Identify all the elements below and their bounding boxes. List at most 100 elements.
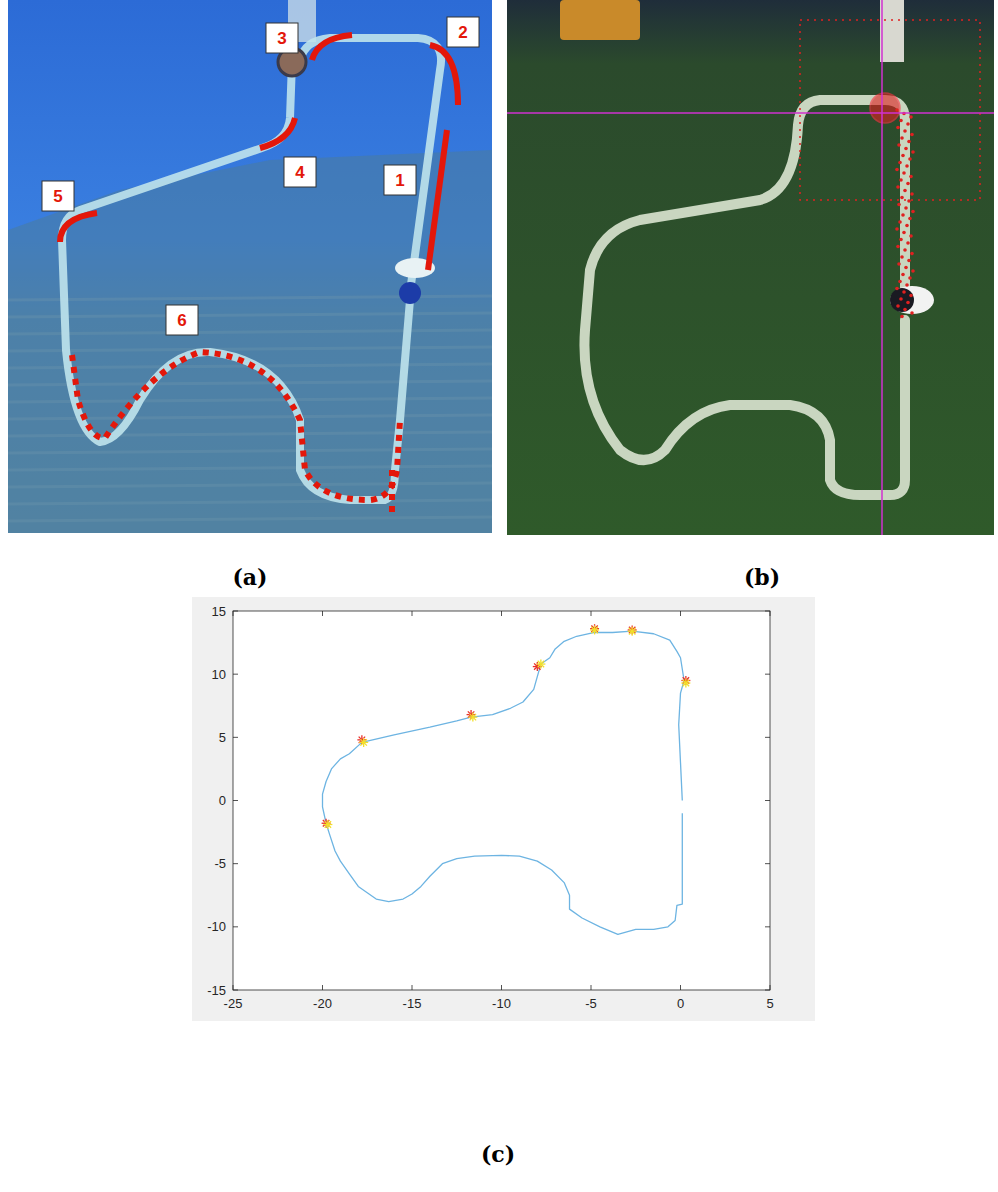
object [560, 0, 640, 40]
track-point [905, 224, 909, 228]
marker [399, 282, 421, 304]
x-tick-label: 0 [677, 996, 684, 1011]
waypoint-marker [323, 820, 332, 829]
label-box [266, 23, 298, 53]
track-point [907, 259, 911, 263]
crosshair [507, 112, 994, 114]
annotation-curve [260, 118, 295, 148]
y-tick [765, 926, 770, 927]
track-point [903, 129, 907, 133]
y-tick-label: 15 [212, 604, 226, 619]
track-point [911, 210, 915, 214]
y-tick [765, 800, 770, 801]
x-tick [412, 985, 413, 990]
search-window [800, 20, 980, 200]
marker [890, 288, 914, 312]
x-tick-label: -15 [403, 996, 422, 1011]
track-point [901, 273, 905, 277]
track-point [905, 283, 909, 287]
texture [8, 347, 492, 351]
track-point [910, 133, 914, 137]
texture [8, 449, 492, 453]
track-point [903, 308, 907, 312]
waypoint-marker [322, 819, 331, 828]
trajectory-line [323, 631, 685, 934]
track-point [902, 290, 906, 294]
track-point [898, 220, 902, 224]
segment-label: 4 [295, 163, 305, 182]
track-point [896, 126, 900, 130]
track-point [896, 185, 900, 189]
track-point [899, 297, 903, 301]
texture [8, 432, 492, 436]
photo-background [507, 0, 994, 535]
marker-body [890, 286, 934, 314]
track-point [906, 182, 910, 186]
track-point [900, 136, 904, 140]
track-point [911, 269, 915, 273]
track-point [895, 227, 899, 231]
x-tick [322, 985, 323, 990]
y-tick [233, 926, 238, 927]
track-point [896, 304, 900, 308]
label-box [166, 305, 198, 335]
x-tick [591, 985, 592, 990]
track-point [906, 301, 910, 305]
track-point [908, 276, 912, 280]
x-tick [501, 985, 502, 990]
track-point [896, 245, 900, 249]
track-point [897, 262, 901, 266]
x-tick [412, 611, 413, 616]
figure: 123456(a)(b)(c)-25-20-15-10-505-15-10-50… [0, 0, 998, 1192]
track-point [903, 248, 907, 252]
y-tick [765, 674, 770, 675]
photo-b [507, 0, 994, 535]
label-box [284, 157, 316, 187]
track-point [905, 164, 909, 168]
track-point [908, 157, 912, 161]
hose [62, 38, 441, 500]
axes-box [233, 611, 770, 990]
annotation-curve [312, 35, 352, 60]
track-point [902, 171, 906, 175]
y-tick [765, 737, 770, 738]
segment-label: 1 [395, 171, 404, 190]
y-tick-label: 5 [219, 730, 226, 745]
texture [8, 330, 492, 334]
track-point [904, 206, 908, 210]
annotation-curve [60, 213, 97, 242]
y-tick [233, 800, 238, 801]
x-tick-label: 5 [766, 996, 773, 1011]
waypoint-marker [590, 625, 599, 634]
segment-label: 6 [177, 311, 186, 330]
track-point [910, 192, 914, 196]
track-point [906, 122, 910, 126]
track-point [895, 168, 899, 172]
track-point [908, 217, 912, 221]
texture [8, 466, 492, 470]
label-box [447, 17, 479, 47]
track-point [901, 154, 905, 158]
hose [584, 100, 905, 495]
track-point [903, 189, 907, 193]
chart-background [192, 597, 815, 1021]
track-point [909, 234, 913, 238]
photo-background [8, 0, 492, 533]
texture [8, 381, 492, 385]
texture [8, 313, 492, 317]
x-tick [680, 985, 681, 990]
track-point [910, 311, 914, 315]
label-box [384, 165, 416, 195]
x-tick [680, 611, 681, 616]
x-tick-label: -25 [224, 996, 243, 1011]
segment-label: 2 [458, 23, 467, 42]
crosshair [881, 0, 883, 535]
track-point [900, 315, 904, 319]
track-point [901, 213, 905, 217]
y-tick-label: -10 [207, 919, 226, 934]
track-point [895, 287, 899, 291]
track-point [904, 147, 908, 151]
track-point [899, 178, 903, 182]
texture [8, 483, 492, 487]
waypoint-marker [536, 660, 545, 669]
